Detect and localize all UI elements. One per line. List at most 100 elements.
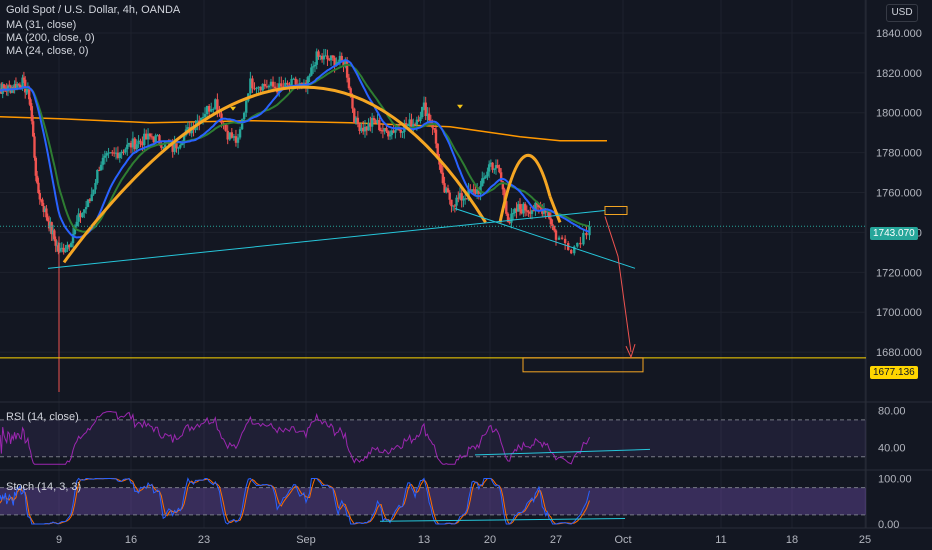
candle-body [344, 60, 347, 67]
candle-body [484, 176, 487, 178]
candle-body [450, 199, 453, 207]
candle-body [315, 51, 318, 65]
candle-body [26, 87, 30, 92]
candle-body [267, 85, 271, 88]
candle-body [30, 106, 34, 122]
candle-body [294, 78, 297, 85]
rsi-panel-label[interactable]: RSI (14, close) [6, 411, 79, 423]
candle-body [349, 88, 352, 96]
candle-body [245, 100, 248, 113]
candle-body [372, 118, 376, 121]
stoch-panel-label[interactable]: Stoch (14, 3, 3) [6, 481, 82, 493]
chart-title: Gold Spot / U.S. Dollar, 4h, OANDA [6, 4, 181, 16]
candle-body [47, 221, 51, 229]
candle-body [415, 119, 419, 125]
time-tick-label: 18 [786, 534, 798, 546]
candle-body [62, 247, 65, 253]
candle-body [50, 222, 53, 235]
candle-body [146, 133, 150, 140]
candle-body [177, 147, 180, 149]
candle-body [525, 210, 529, 212]
candle-body [472, 189, 475, 191]
price-tick-label: 1780.000 [876, 148, 922, 160]
candle-body [498, 167, 501, 173]
candle-body [427, 113, 431, 121]
candle-body [311, 66, 315, 68]
candle-body [381, 130, 385, 132]
time-tick-label: 13 [418, 534, 430, 546]
candle-body [401, 131, 404, 133]
candle-body [481, 178, 484, 187]
price-tick-label: 1720.000 [876, 267, 922, 279]
legend-ma24[interactable]: MA (24, close, 0) [6, 45, 89, 57]
stoch-divergence-line [379, 518, 626, 522]
candle-body [336, 61, 340, 63]
candle-body [451, 205, 455, 207]
candle-body [404, 123, 408, 126]
candle-body [576, 242, 579, 247]
candle-body [58, 248, 62, 252]
candle-body [431, 123, 434, 129]
candle-body [288, 84, 291, 87]
candle-body [68, 244, 71, 248]
lower-trendline [454, 208, 636, 269]
candle-body [46, 217, 49, 222]
candle-body [141, 141, 144, 146]
candle-body [441, 172, 445, 184]
candle-body [284, 82, 287, 89]
legend-ma31[interactable]: MA (31, close) [6, 19, 77, 31]
legend-ma200[interactable]: MA (200, close, 0) [6, 32, 95, 44]
candle-body [152, 137, 155, 143]
candle-body [122, 151, 125, 153]
candle-body [137, 140, 140, 145]
candle-body [273, 86, 277, 89]
candle-body [310, 67, 313, 76]
candle-body [513, 208, 517, 214]
stoch-k-line [0, 477, 590, 525]
currency-button[interactable]: USD [886, 4, 918, 22]
candle-body [230, 132, 234, 138]
candle-body [379, 130, 383, 132]
candle-body [103, 155, 107, 158]
rsi-divergence-line [474, 448, 651, 456]
candle-body [205, 105, 209, 115]
candle-body [94, 182, 97, 190]
candle-body [532, 210, 535, 212]
candle-body [439, 164, 443, 173]
neckline [47, 209, 606, 269]
time-tick-label: 25 [859, 534, 871, 546]
price-tick-label: 1800.000 [876, 108, 922, 120]
candle-body [510, 213, 513, 223]
candle-body [399, 129, 402, 133]
candle-body [33, 136, 36, 158]
candle-body [51, 230, 55, 235]
candle-body [186, 127, 190, 130]
candle-body [585, 232, 588, 236]
candle-body [24, 79, 27, 93]
candle-body [129, 142, 133, 148]
rsi-tick-label: 40.00 [878, 443, 906, 455]
candle-body [482, 177, 486, 179]
candle-body [560, 237, 564, 239]
candle-body [37, 182, 40, 194]
candle-body [463, 198, 467, 200]
candle-body [326, 55, 329, 60]
candle-body [539, 207, 542, 209]
candle-body [360, 127, 363, 131]
candle-body [150, 136, 154, 138]
projection-arrow [604, 216, 632, 353]
candle-body [345, 60, 349, 78]
candle-body [358, 124, 361, 131]
candle-body [511, 213, 515, 215]
candle-body [298, 83, 302, 85]
candle-body [49, 222, 52, 229]
candle-body [426, 113, 429, 117]
price-tick-label: 1700.000 [876, 307, 922, 319]
candle-body [17, 84, 20, 86]
shoulder-drop [548, 195, 562, 223]
peak-marker [230, 106, 236, 111]
candle-body [84, 207, 88, 210]
candle-body [342, 60, 345, 67]
candle-body [265, 86, 269, 88]
